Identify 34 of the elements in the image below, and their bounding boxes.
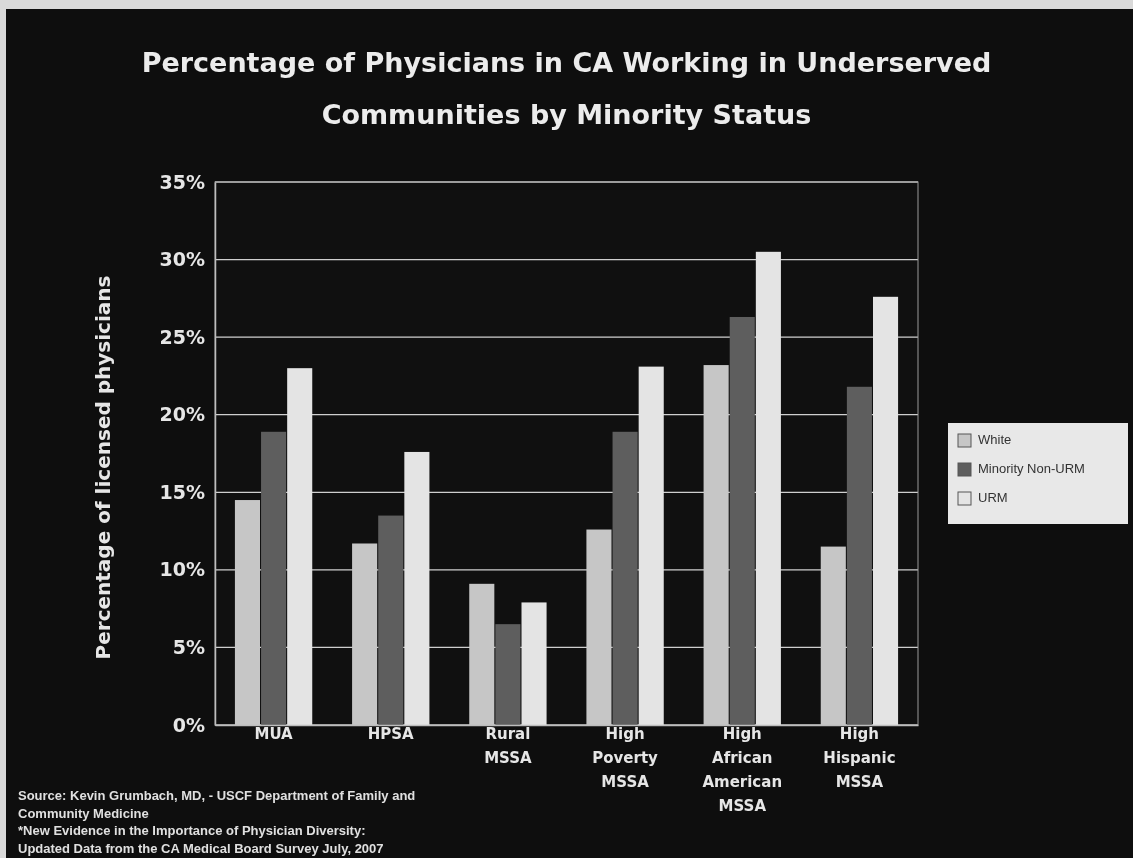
y-tick-label: 0% xyxy=(172,713,205,736)
text: Updated Data from the CA Medical Board Survey July, 2007 xyxy=(18,840,384,856)
bar xyxy=(846,386,872,725)
bar xyxy=(404,451,430,725)
y-axis-title: Percentage of licensed physicians xyxy=(91,275,115,660)
bar xyxy=(873,296,899,725)
bar xyxy=(378,515,404,725)
bar xyxy=(729,316,755,725)
x-tick-label: Rural MSSA xyxy=(484,725,533,767)
y-tick-label: 20% xyxy=(159,403,205,426)
bar xyxy=(755,251,781,725)
text: *New Evidence in the Importance of Physician Diversity: xyxy=(18,823,366,838)
y-tick-label: 35% xyxy=(159,170,205,193)
bar xyxy=(287,368,313,725)
x-tick-label: MUA xyxy=(254,725,294,743)
y-tick-label: 25% xyxy=(159,325,205,348)
chart-title: Percentage of Physicians in CA Working in Underserved Communities by Minority Status xyxy=(141,47,992,130)
y-tick-label: 30% xyxy=(159,248,205,271)
legend-label: Minority Non-URM xyxy=(978,461,1085,477)
legend-label: URM xyxy=(978,490,1008,506)
y-tick-label: 15% xyxy=(159,480,205,503)
x-tick-label: HPSA xyxy=(367,725,415,743)
x-tick-label: High Poverty MSSA xyxy=(592,725,659,791)
source-note: Source: Kevin Grumbach, MD, - USCF Department of Family and Community Medicine xyxy=(18,788,416,821)
bar xyxy=(495,624,521,725)
bar xyxy=(521,602,547,725)
bar xyxy=(638,366,664,725)
x-tick-label: High Hispanic MSSA xyxy=(823,725,896,791)
x-tick-label: High African American MSSA xyxy=(702,725,783,815)
legend-label: White xyxy=(978,432,1012,448)
y-tick-label: 10% xyxy=(159,558,205,581)
bar xyxy=(612,431,638,725)
bar xyxy=(261,431,287,725)
y-tick-label: 5% xyxy=(172,636,205,659)
